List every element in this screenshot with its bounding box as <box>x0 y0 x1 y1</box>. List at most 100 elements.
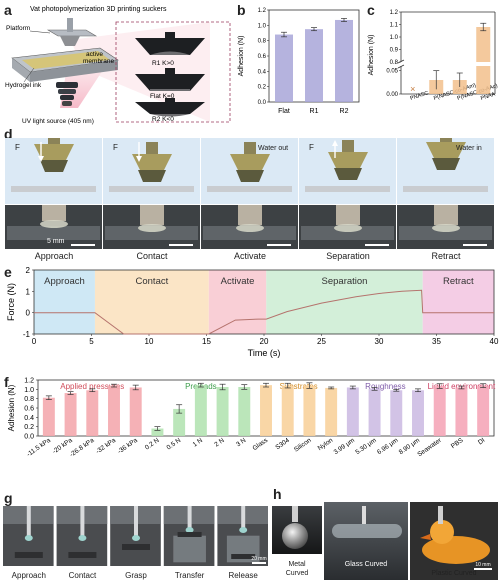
e-xtick-label: 5 <box>89 337 94 346</box>
b-bar-R1 <box>305 29 323 103</box>
b-ytick-label: 0.0 <box>258 100 267 106</box>
e-phase-separation <box>266 270 423 334</box>
d-caption: Activate <box>234 251 266 261</box>
f-bar <box>281 385 294 436</box>
chart-f-svg: 0.0 0.2 0.4 0.6 0.8 1.0 1.2 Adhesion (N) Applied… <box>7 378 496 459</box>
c-ytick-label: 1.2 <box>390 10 399 16</box>
f-ytick-label: 1.0 <box>24 387 34 394</box>
c-ytick-label: 0.9 <box>390 48 399 54</box>
f-bar <box>151 428 164 436</box>
b-ytick-label: 0.4 <box>258 69 267 75</box>
e-ytick-label: 2 <box>26 266 31 275</box>
e-phase-label: Approach <box>44 276 85 287</box>
d-sucker-body <box>328 152 368 168</box>
g-caption: Contact <box>69 571 97 580</box>
f-bar <box>86 390 99 436</box>
h-cap-plastic: Plastic Curved <box>431 570 476 577</box>
d-sucker-body <box>230 154 270 170</box>
f-group-label: Applied pressures <box>60 382 124 391</box>
d-photo-membrane <box>236 224 264 232</box>
d-force-head <box>38 156 44 162</box>
g-caption: Release <box>229 571 259 580</box>
f-bar <box>260 385 272 436</box>
c-ylabel: Adhesion (N) <box>368 35 375 76</box>
d-caption: Contact <box>136 251 168 261</box>
panel-h-photos: Metal Curved Glass Curved Plastic Curved… <box>270 496 500 582</box>
e-phase-label: Retract <box>443 276 474 287</box>
h-cap-glass: Glass Curved <box>345 561 388 568</box>
f-ytick-label: 0.4 <box>24 415 34 422</box>
d-photo-sucker <box>42 205 66 221</box>
e-xtick-label: 0 <box>32 337 37 346</box>
panel-g-photos: Approach Contact Grasp Transfer 20 mm Release <box>2 500 270 582</box>
b-bar-R2 <box>335 19 353 102</box>
d-force-head <box>332 140 338 146</box>
f-ytick-label: 0.8 <box>24 396 34 403</box>
f-group-label: Substrates <box>279 382 317 391</box>
label-r2: R2 K<0 <box>152 116 174 123</box>
b-ytick-label: 1.2 <box>258 8 267 14</box>
g-sucker <box>24 535 33 541</box>
d-caption: Retract <box>431 251 461 261</box>
f-bar <box>390 390 403 436</box>
f-group-label: Liquid environment <box>428 382 496 391</box>
panel-label-f: f <box>4 374 9 390</box>
f-bar <box>477 385 490 436</box>
g-rod <box>26 506 31 536</box>
d-substrate <box>403 186 488 192</box>
label-r1: R1 K>0 <box>152 60 174 67</box>
d-force-label: F <box>309 143 314 152</box>
panel-c-chart: 0.8 0.9 1.0 1.1 1.2 0.00 0.05 Adhesion (N) × PNAS… <box>365 0 500 125</box>
c-ytick-label: 1.1 <box>390 23 399 29</box>
f-bar <box>325 387 338 436</box>
c-break <box>397 59 405 64</box>
d-sucker-tip <box>138 170 166 182</box>
c-break <box>397 64 405 69</box>
g-sucker <box>78 535 87 541</box>
d-substrate <box>305 186 390 192</box>
panel-a-schematic: Vat photopolymerization 3D printing suck… <box>0 0 235 125</box>
c-bar-PNASC-zero: × <box>410 84 415 94</box>
panel-label-g: g <box>4 490 13 506</box>
g-caption: Transfer <box>175 571 205 580</box>
f-xtick-label: S304 <box>274 437 291 452</box>
g-caption: Grasp <box>125 571 147 580</box>
plastic-duck-body <box>422 536 490 564</box>
e-phase-label: Activate <box>221 276 255 287</box>
c-xtick-label: PNAA <box>480 91 496 101</box>
d-photo-glass <box>203 226 296 240</box>
f-ylabel: Adhesion (N) <box>7 384 16 431</box>
f-xtick-label: 3.99 μm <box>333 437 356 456</box>
chart-c-svg: 0.8 0.9 1.0 1.1 1.2 0.00 0.05 Adhesion (N) ×PNAS… <box>368 10 499 102</box>
d-force-label: F <box>15 143 20 152</box>
panel-label-e: e <box>4 264 12 280</box>
sucker-r2 <box>135 98 205 114</box>
panel-label-d: d <box>4 126 13 142</box>
e-xtick-label: 30 <box>375 337 384 346</box>
label-hydrogel: Hydrogel ink <box>5 82 42 89</box>
f-bar <box>238 387 251 436</box>
g-sucker <box>239 527 248 533</box>
d-sucker-tip <box>236 170 264 182</box>
g-rod <box>187 506 192 528</box>
panel-b-chart: 0.0 0.2 0.4 0.6 0.8 1.0 1.2 Adhesion (N) Flat R1 R… <box>235 0 365 125</box>
f-ytick-label: 0.0 <box>24 434 34 441</box>
f-xtick-label: -36 kPa <box>116 437 139 456</box>
d-photo-sucker <box>140 205 164 225</box>
f-bar <box>455 387 468 436</box>
c-ytick-label: 1.0 <box>390 35 399 41</box>
d-caption: Approach <box>35 251 74 261</box>
d-sucker-stem <box>440 130 452 142</box>
e-phase-approach <box>34 270 95 334</box>
d-sucker-body <box>426 142 466 158</box>
panel-f-chart: 0.0 0.2 0.4 0.6 0.8 1.0 1.2 Adhesion (N) Applied… <box>0 376 500 484</box>
lens-3 <box>60 95 74 100</box>
c-bar-PNAA-low <box>476 66 491 94</box>
f-bar <box>303 385 316 436</box>
d-photo-glass <box>105 226 198 240</box>
d-photo-glass <box>7 226 100 240</box>
f-xtick-label: 5.30 μm <box>354 437 377 456</box>
f-xtick-label: 0.2 N <box>144 437 161 452</box>
d-sucker-stem <box>48 132 60 144</box>
g-frame-grasp: Grasp <box>110 506 161 580</box>
